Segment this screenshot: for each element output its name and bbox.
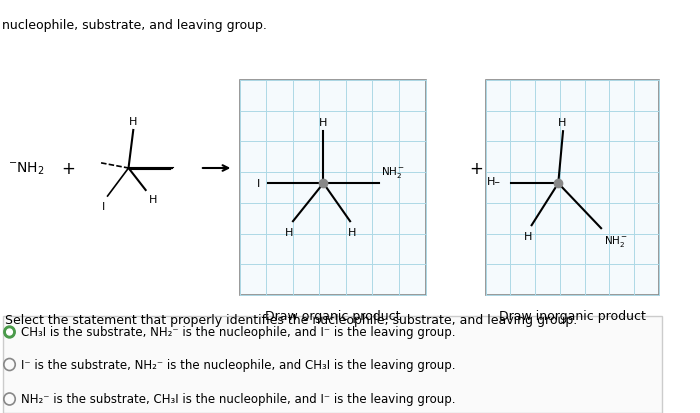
FancyBboxPatch shape	[240, 81, 426, 295]
Text: Select the statement that properly identifies the nucleophile, substrate, and le: Select the statement that properly ident…	[5, 313, 577, 326]
Text: $^{-}$NH$_2$: $^{-}$NH$_2$	[8, 160, 44, 177]
Circle shape	[4, 326, 15, 338]
FancyBboxPatch shape	[3, 316, 661, 413]
Text: I: I	[102, 202, 106, 211]
Text: NH$_2^-$: NH$_2^-$	[604, 234, 628, 249]
Text: I: I	[257, 179, 260, 189]
Text: nucleophile, substrate, and leaving group.: nucleophile, substrate, and leaving grou…	[2, 19, 267, 32]
Text: H: H	[348, 228, 356, 237]
Text: H: H	[129, 117, 137, 127]
Text: I⁻ is the substrate, NH₂⁻ is the nucleophile, and CH₃I is the leaving group.: I⁻ is the substrate, NH₂⁻ is the nucleop…	[21, 358, 456, 371]
Text: H: H	[524, 232, 532, 242]
Text: CH₃I is the substrate, NH₂⁻ is the nucleophile, and I⁻ is the leaving group.: CH₃I is the substrate, NH₂⁻ is the nucle…	[21, 326, 456, 339]
Text: +: +	[469, 159, 483, 178]
Text: H: H	[558, 118, 566, 128]
Text: H: H	[319, 118, 328, 128]
Text: H: H	[285, 228, 293, 237]
Text: NH$_2^-$: NH$_2^-$	[381, 165, 405, 180]
Text: Draw inorganic product: Draw inorganic product	[498, 309, 645, 322]
Text: NH₂⁻ is the substrate, CH₃I is the nucleophile, and I⁻ is the leaving group.: NH₂⁻ is the substrate, CH₃I is the nucle…	[21, 392, 456, 406]
Text: +: +	[62, 159, 76, 178]
Text: H–: H–	[487, 177, 501, 187]
Text: Draw organic product: Draw organic product	[265, 309, 400, 322]
Circle shape	[7, 329, 13, 335]
FancyBboxPatch shape	[486, 81, 659, 295]
Text: H: H	[148, 195, 157, 204]
